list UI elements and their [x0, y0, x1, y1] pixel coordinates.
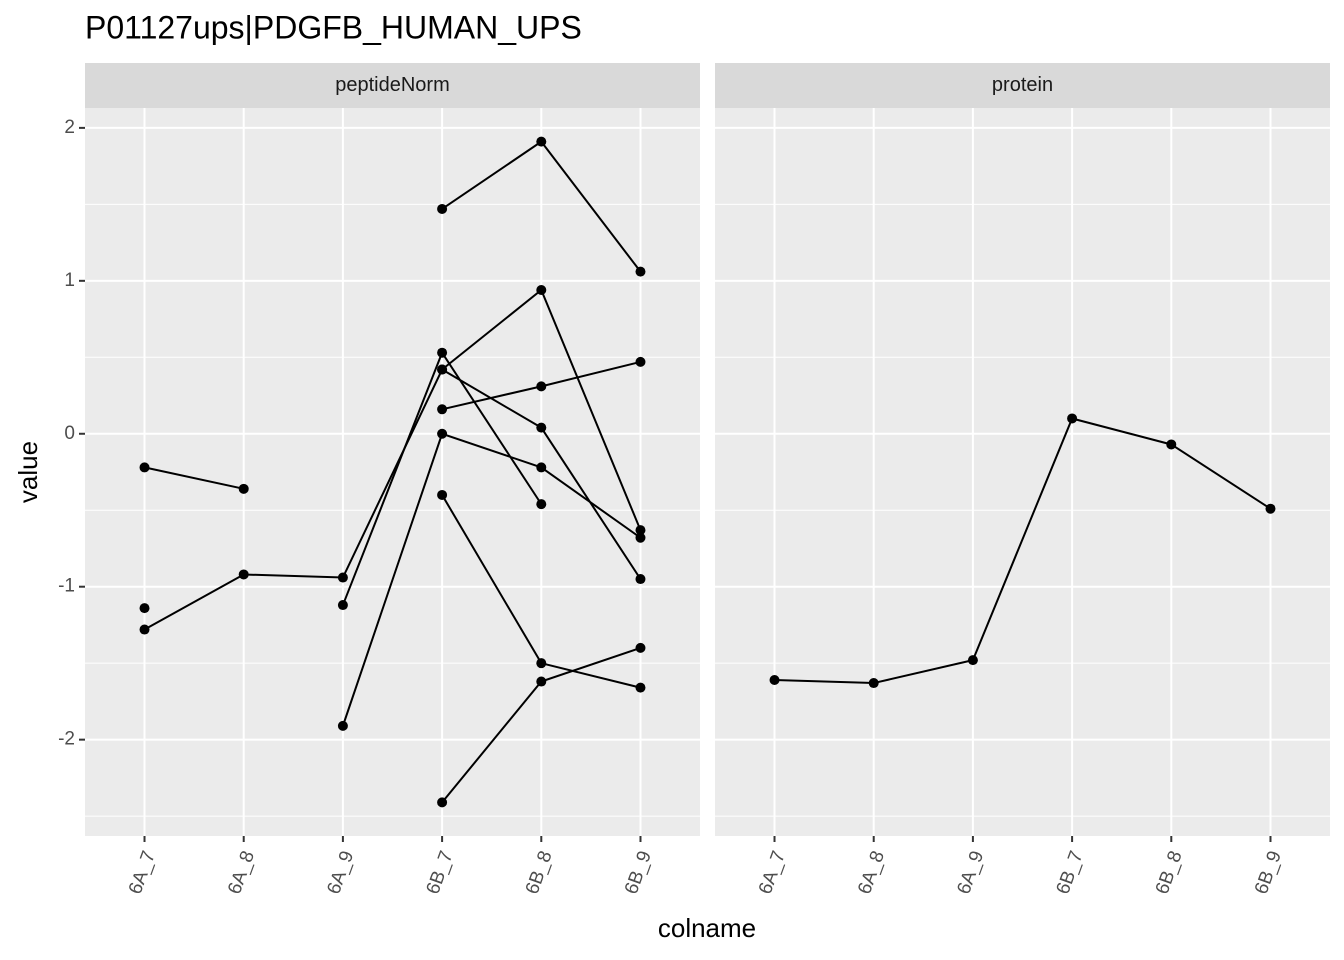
- series-line: [341, 432, 642, 727]
- point: [536, 462, 547, 473]
- x-tick-label: 6A_7: [755, 848, 790, 897]
- x-axis-label: colname: [658, 913, 756, 943]
- point: [769, 675, 780, 685]
- point: [139, 624, 150, 635]
- facet-label: peptideNorm: [335, 74, 450, 96]
- x-tick-label: 6B_7: [423, 848, 458, 897]
- point: [635, 356, 646, 367]
- point: [536, 499, 547, 510]
- y-tick-label: -1: [58, 576, 75, 597]
- strip: [715, 63, 1330, 108]
- x-tick-label: 6B_8: [1152, 848, 1187, 897]
- chart-title: P01127ups|PDGFB_HUMAN_UPS: [85, 9, 582, 45]
- series-line: [144, 288, 642, 631]
- point: [437, 489, 448, 500]
- point: [1067, 413, 1078, 424]
- facet-label: protein: [992, 74, 1053, 96]
- point: [437, 797, 448, 808]
- point: [536, 136, 547, 147]
- strip: [85, 63, 700, 108]
- point: [868, 678, 879, 689]
- x-tick-label: 6A_9: [953, 848, 988, 897]
- x-tick-label: 6A_9: [323, 848, 358, 897]
- point: [635, 532, 646, 543]
- y-tick-label: 2: [64, 117, 75, 138]
- y-tick-label: 0: [64, 423, 75, 444]
- point: [536, 381, 547, 392]
- point: [238, 569, 249, 580]
- point: [139, 462, 150, 473]
- point: [139, 603, 150, 614]
- x-tick-label: 6B_7: [1053, 848, 1088, 897]
- point: [635, 266, 646, 277]
- point: [437, 347, 448, 358]
- y-tick-label: 1: [64, 270, 75, 291]
- point: [967, 655, 978, 666]
- point: [337, 572, 348, 583]
- point: [536, 422, 547, 433]
- point: [337, 600, 348, 611]
- x-tick-label: 6A_8: [854, 848, 889, 897]
- panel: [715, 108, 1330, 836]
- point: [1265, 503, 1276, 514]
- series-line: [774, 417, 1272, 685]
- point: [437, 203, 448, 214]
- x-tick-label: 6B_9: [1251, 848, 1286, 897]
- x-tick-label: 6B_9: [621, 848, 656, 897]
- point: [536, 658, 547, 669]
- y-axis-label: value: [13, 441, 43, 503]
- point: [1166, 439, 1177, 450]
- point: [635, 574, 646, 585]
- x-tick-label: 6B_8: [522, 848, 557, 897]
- point: [437, 364, 448, 375]
- point: [635, 682, 646, 693]
- point: [536, 676, 547, 687]
- x-tick-label: 6A_7: [125, 848, 160, 897]
- point: [635, 642, 646, 653]
- series-line: [144, 466, 244, 490]
- point: [437, 428, 448, 439]
- point: [337, 720, 348, 731]
- point: [238, 483, 249, 494]
- y-tick-label: -2: [58, 729, 75, 750]
- x-tick-label: 6A_8: [224, 848, 259, 897]
- point: [635, 525, 646, 536]
- point: [536, 285, 547, 295]
- point: [437, 404, 448, 415]
